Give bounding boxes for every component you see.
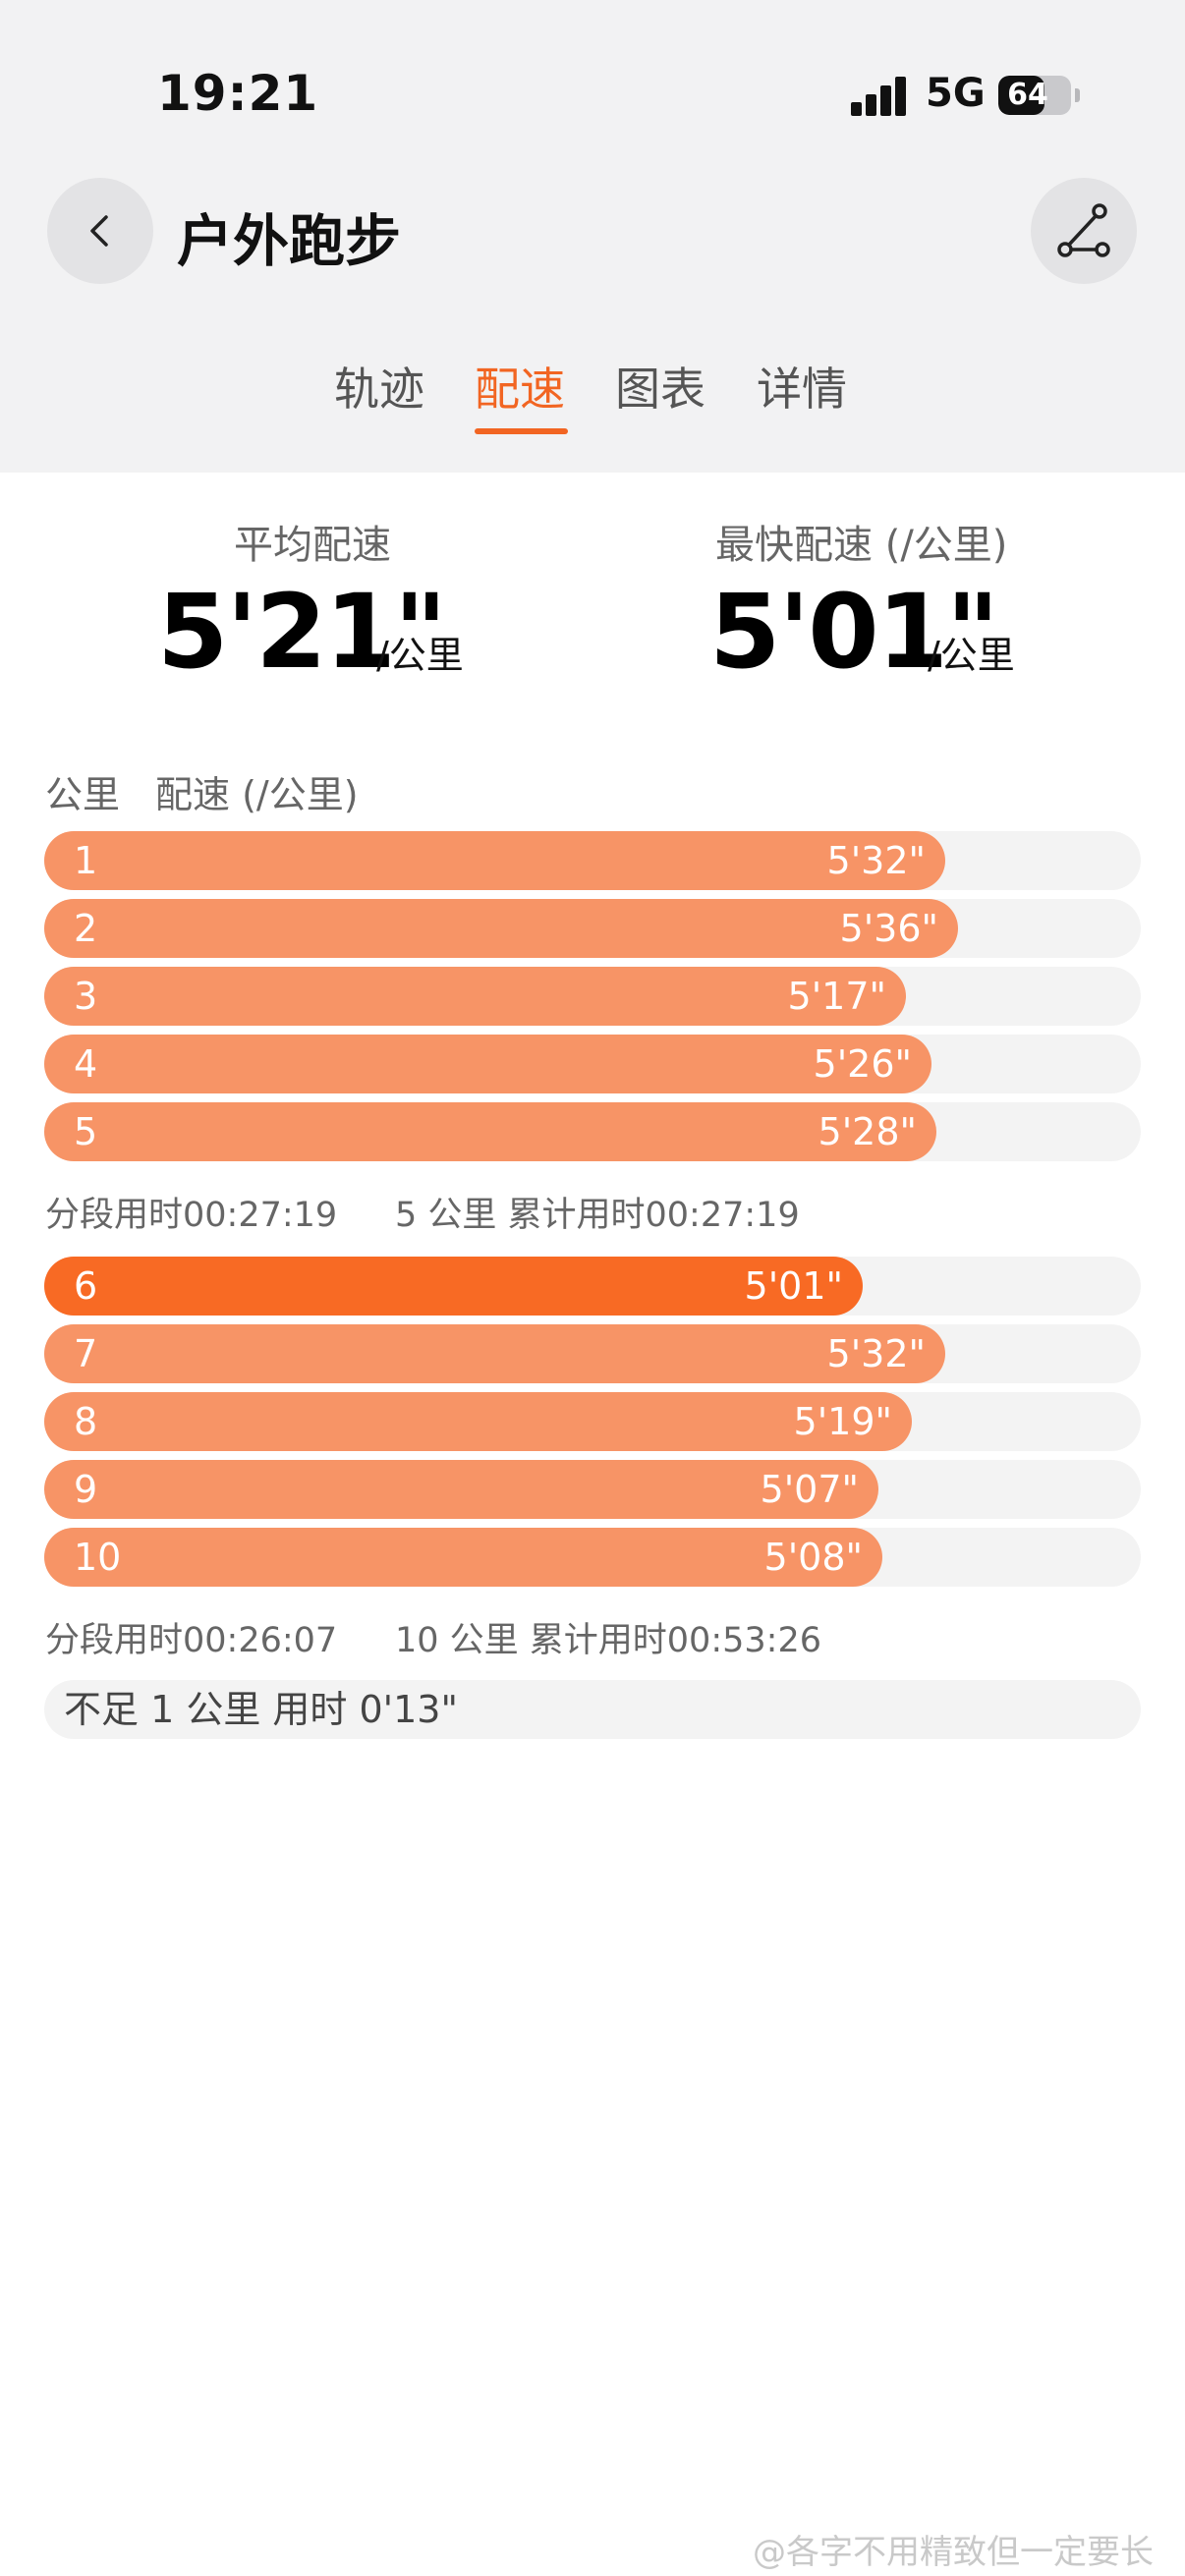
- lap-pace: 5'32": [826, 839, 926, 882]
- chevron-left-icon: [90, 215, 108, 247]
- lap-row: 8 5'19": [44, 1392, 1141, 1451]
- remainder-row: 不足 1 公里 用时 0'13": [44, 1680, 1141, 1739]
- lap-km: 5: [74, 1110, 98, 1153]
- lap-km: 9: [74, 1468, 98, 1511]
- lap-bar: [44, 1460, 878, 1519]
- km-column-header: 公里: [45, 773, 121, 816]
- lap-pace: 5'26": [813, 1042, 912, 1086]
- tab-track[interactable]: 轨迹: [334, 363, 424, 416]
- lap-row: 10 5'08": [44, 1528, 1141, 1587]
- lap-km: 1: [74, 839, 98, 882]
- lap-bar: [44, 1324, 945, 1383]
- split-segment-2: 分段用时00:26:07: [45, 1621, 338, 1660]
- split-segment-1: 分段用时00:27:19: [45, 1196, 338, 1235]
- remainder-text: 不足 1 公里 用时 0'13": [64, 1688, 458, 1731]
- lap-pace: 5'36": [839, 907, 938, 950]
- fastest-pace-unit: /公里: [928, 634, 1015, 677]
- avg-pace-unit: /公里: [376, 634, 464, 677]
- lap-pace: 5'01": [744, 1264, 843, 1308]
- lap-row: 6 5'01": [44, 1257, 1141, 1316]
- lap-km: 6: [74, 1264, 98, 1308]
- table-header: 公里 配速 (/公里): [45, 764, 359, 818]
- lap-row: 7 5'32": [44, 1324, 1141, 1383]
- pace-column-header: 配速 (/公里): [155, 773, 359, 816]
- lap-row: 4 5'26": [44, 1035, 1141, 1093]
- battery-icon: 64: [998, 76, 1071, 115]
- avg-pace-value: 5'21": [157, 572, 447, 692]
- lap-bar: [44, 1392, 912, 1451]
- lap-km: 7: [74, 1332, 98, 1375]
- battery-tip: [1075, 88, 1080, 102]
- route-icon: [1057, 203, 1110, 257]
- avg-pace-label: 平均配速: [234, 523, 391, 568]
- lap-pace: 5'08": [763, 1536, 863, 1579]
- tab-details[interactable]: 详情: [757, 363, 847, 416]
- lap-pace: 5'32": [826, 1332, 926, 1375]
- split-cumulative-1: 5 公里 累计用时00:27:19: [395, 1196, 800, 1235]
- signal-icon: [851, 77, 908, 116]
- lap-row: 5 5'28": [44, 1102, 1141, 1161]
- lap-pace: 5'17": [787, 975, 886, 1018]
- status-time: 19:21: [157, 65, 319, 122]
- lap-pace: 5'07": [760, 1468, 859, 1511]
- page-title: 户外跑步: [177, 209, 401, 274]
- lap-km: 10: [74, 1536, 122, 1579]
- lap-km: 3: [74, 975, 98, 1018]
- lap-row: 9 5'07": [44, 1460, 1141, 1519]
- route-button[interactable]: [1031, 178, 1137, 284]
- lap-pace: 5'19": [793, 1400, 892, 1443]
- lap-row: 2 5'36": [44, 899, 1141, 958]
- lap-row: 3 5'17": [44, 967, 1141, 1026]
- lap-bar: [44, 1102, 936, 1161]
- tab-pace[interactable]: 配速: [475, 363, 565, 416]
- back-button[interactable]: [47, 178, 153, 284]
- lap-bar: [44, 1035, 931, 1093]
- tab-bar: 轨迹 配速 图表 详情: [0, 354, 1185, 434]
- lap-bar: [44, 899, 958, 958]
- tab-chart[interactable]: 图表: [615, 363, 705, 416]
- lap-bar: [44, 1528, 882, 1587]
- lap-row: 1 5'32": [44, 831, 1141, 890]
- lap-bar: [44, 831, 945, 890]
- fastest-pace-label: 最快配速 (/公里): [715, 523, 1008, 568]
- watermark: @各字不用精致但一定要长: [753, 2533, 1154, 2572]
- lap-bar: [44, 967, 906, 1026]
- network-type: 5G: [926, 71, 986, 116]
- battery-level: 64: [1007, 78, 1048, 112]
- lap-km: 8: [74, 1400, 98, 1443]
- lap-km: 2: [74, 907, 98, 950]
- split-cumulative-2: 10 公里 累计用时00:53:26: [395, 1621, 821, 1660]
- header-area: 19:21 5G 64 户外跑步 轨迹 配速 图表 详情: [0, 0, 1185, 473]
- fastest-pace-value: 5'01": [709, 572, 999, 692]
- active-tab-indicator: [475, 428, 568, 434]
- lap-km: 4: [74, 1042, 98, 1086]
- lap-bar-fastest: [44, 1257, 863, 1316]
- lap-pace: 5'28": [818, 1110, 917, 1153]
